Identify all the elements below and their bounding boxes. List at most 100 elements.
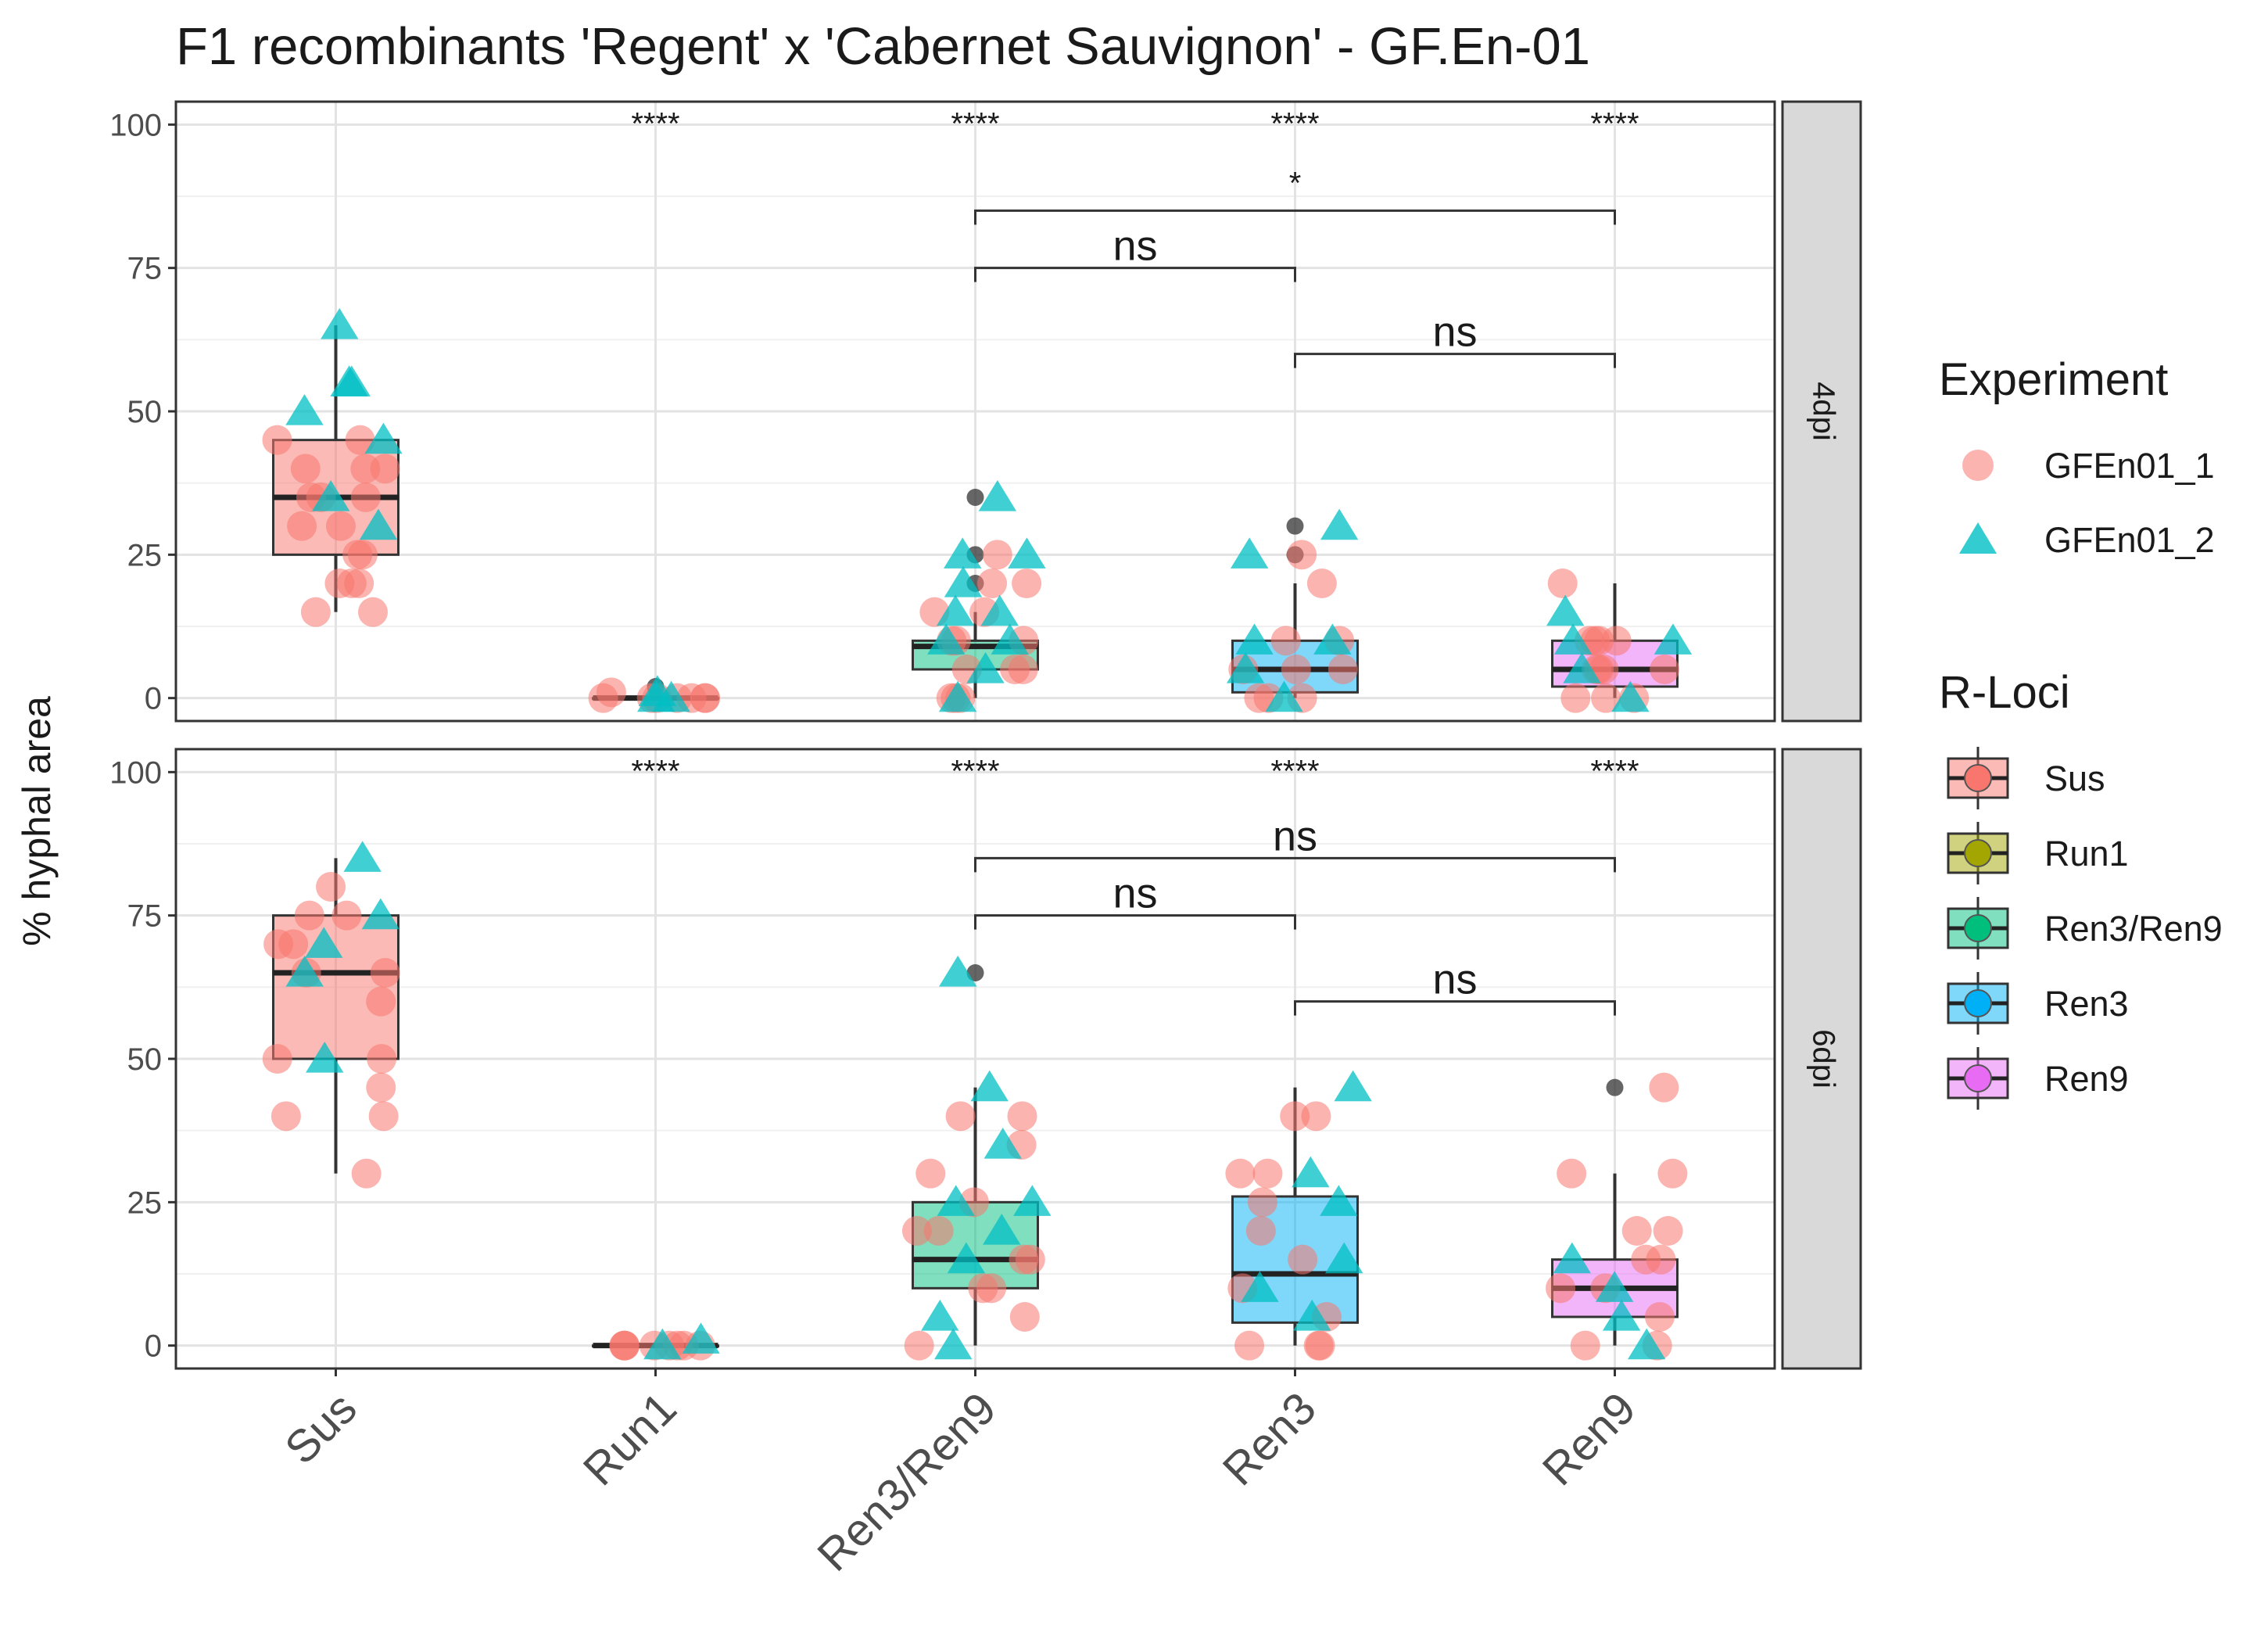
y-axis-ticks: 0 25 50 75 100 bbox=[109, 755, 176, 1364]
point-gfen01-1 bbox=[1644, 1302, 1675, 1332]
legend-label-ren9: Ren9 bbox=[2044, 1059, 2129, 1099]
point-gfen01-1 bbox=[290, 454, 321, 484]
bracket-line bbox=[974, 856, 1616, 873]
legend-key-dot bbox=[1964, 914, 1992, 942]
legend-key-dot bbox=[1964, 764, 1992, 792]
bracket-ren3-ren9-ren3: ns bbox=[974, 223, 1296, 282]
point-gfen01-1 bbox=[1570, 1330, 1600, 1361]
strip-background bbox=[1781, 748, 1862, 1370]
point-gfen01-1 bbox=[262, 1044, 292, 1074]
legend-title-r-loci: R-Loci bbox=[1939, 667, 2070, 718]
point-gfen01-1 bbox=[287, 511, 317, 541]
point-gfen01-2 bbox=[361, 898, 400, 930]
point-gfen01-1 bbox=[331, 900, 362, 931]
point-gfen01-2 bbox=[1595, 1271, 1634, 1302]
point-gfen01-1 bbox=[368, 1101, 399, 1132]
point-gfen01-2 bbox=[921, 1300, 959, 1331]
bracket-label: ns bbox=[1432, 956, 1477, 1003]
point-gfen01-2 bbox=[938, 680, 977, 712]
point-gfen01-1 bbox=[1649, 1072, 1679, 1103]
point-gfen01-1 bbox=[262, 425, 292, 455]
point-gfen01-2 bbox=[1546, 594, 1585, 626]
significance-stars: **** bbox=[1270, 106, 1319, 141]
x-tick-label-ren9: Ren9 bbox=[1533, 1383, 1646, 1495]
point-gfen01-2 bbox=[1553, 623, 1593, 655]
point-gfen01-2 bbox=[934, 1328, 973, 1360]
point-gfen01-2 bbox=[983, 1214, 1021, 1245]
point-gfen01-2 bbox=[311, 480, 350, 511]
legend: Experiment GFEn01_1 GFEn01_2 R-Loci Sus Run1 R… bbox=[1939, 354, 2223, 1110]
point-gfen01-2 bbox=[1235, 623, 1274, 655]
point-gfen01-2 bbox=[343, 841, 382, 872]
point-gfen01-1 bbox=[1591, 683, 1621, 713]
point-gfen01-1 bbox=[690, 683, 720, 713]
data-points bbox=[262, 308, 1693, 713]
legend-key-ren9 bbox=[1947, 1047, 2009, 1110]
outlier-point bbox=[1606, 1078, 1624, 1096]
y-tick-label: 50 bbox=[127, 1042, 163, 1077]
point-gfen01-2 bbox=[1293, 1300, 1331, 1331]
point-gfen01-2 bbox=[944, 566, 983, 597]
strip-label: 6dpi bbox=[1806, 1029, 1840, 1089]
significance-stars: **** bbox=[1590, 754, 1639, 788]
x-tick-label-ren3: Ren3 bbox=[1213, 1383, 1326, 1495]
outlier-point bbox=[966, 489, 984, 506]
bracket-ren3-ren9-ren9: ns bbox=[974, 812, 1616, 873]
point-gfen01-2 bbox=[937, 1185, 975, 1216]
point-gfen01-1 bbox=[350, 454, 381, 484]
legend-key-sus bbox=[1947, 747, 2009, 809]
point-gfen01-2 bbox=[1230, 537, 1269, 569]
y-axis-ticks: 0 25 50 75 100 bbox=[109, 108, 176, 716]
point-gfen01-1 bbox=[1281, 655, 1311, 684]
point-gfen01-1 bbox=[1306, 569, 1337, 598]
point-gfen01-2 bbox=[980, 594, 1019, 626]
point-gfen01-1 bbox=[1301, 1101, 1331, 1132]
point-gfen01-1 bbox=[263, 929, 294, 960]
legend-key-gfen01-2 bbox=[1959, 522, 1997, 554]
point-gfen01-2 bbox=[944, 537, 982, 569]
point-gfen01-2 bbox=[643, 1328, 682, 1360]
facet-strip: 6dpi bbox=[1781, 748, 1862, 1370]
x-tick-label-ren3-ren9: Ren3/Ren9 bbox=[808, 1383, 1005, 1580]
point-gfen01-2 bbox=[1602, 1300, 1641, 1331]
x-tick-label-sus: Sus bbox=[275, 1383, 367, 1474]
point-gfen01-1 bbox=[1557, 1158, 1587, 1189]
significance-stars: **** bbox=[951, 754, 999, 788]
point-gfen01-1 bbox=[1280, 1101, 1310, 1132]
point-gfen01-1 bbox=[1650, 655, 1680, 684]
legend-label-ren3: Ren3 bbox=[2044, 984, 2129, 1024]
point-gfen01-1 bbox=[358, 597, 389, 627]
point-gfen01-1 bbox=[342, 540, 373, 570]
facet-strip: 4dpi bbox=[1781, 100, 1862, 723]
point-gfen01-1 bbox=[294, 900, 324, 931]
point-gfen01-1 bbox=[367, 1044, 397, 1074]
point-gfen01-1 bbox=[370, 958, 400, 988]
y-tick-label: 75 bbox=[127, 252, 163, 286]
significance-labels: **** **** **** **** bbox=[631, 754, 1639, 788]
point-gfen01-2 bbox=[1226, 652, 1265, 683]
point-gfen01-1 bbox=[344, 569, 374, 598]
legend-label-ren3-ren9: Ren3/Ren9 bbox=[2044, 909, 2223, 949]
bracket-label: ns bbox=[1113, 870, 1157, 917]
x-axis-tick-labels: Sus Run1 Ren3/Ren9 Ren3 Ren9 bbox=[275, 1369, 1646, 1581]
significance-stars: **** bbox=[1590, 106, 1639, 141]
point-gfen01-1 bbox=[977, 569, 1008, 598]
point-gfen01-1 bbox=[1327, 655, 1358, 684]
panel-6dpi: 0 25 50 75 100 **** **** **** **** ns ns ns 6dpi bbox=[109, 748, 1862, 1370]
point-gfen01-1 bbox=[945, 1101, 976, 1132]
legend-key-gfen01-1 bbox=[1962, 450, 1994, 481]
point-gfen01-2 bbox=[321, 308, 359, 339]
point-gfen01-1 bbox=[1631, 1244, 1661, 1275]
point-gfen01-1 bbox=[1547, 569, 1578, 598]
legend-key-dot bbox=[1964, 989, 1992, 1017]
point-gfen01-1 bbox=[1015, 1244, 1045, 1275]
y-tick-label: 75 bbox=[127, 899, 163, 934]
point-gfen01-2 bbox=[978, 480, 1017, 511]
point-gfen01-2 bbox=[1320, 508, 1359, 540]
point-gfen01-1 bbox=[1245, 1216, 1276, 1246]
point-gfen01-2 bbox=[285, 394, 324, 425]
point-gfen01-1 bbox=[923, 1216, 954, 1246]
point-gfen01-2 bbox=[1654, 623, 1693, 655]
point-gfen01-2 bbox=[1008, 537, 1046, 569]
